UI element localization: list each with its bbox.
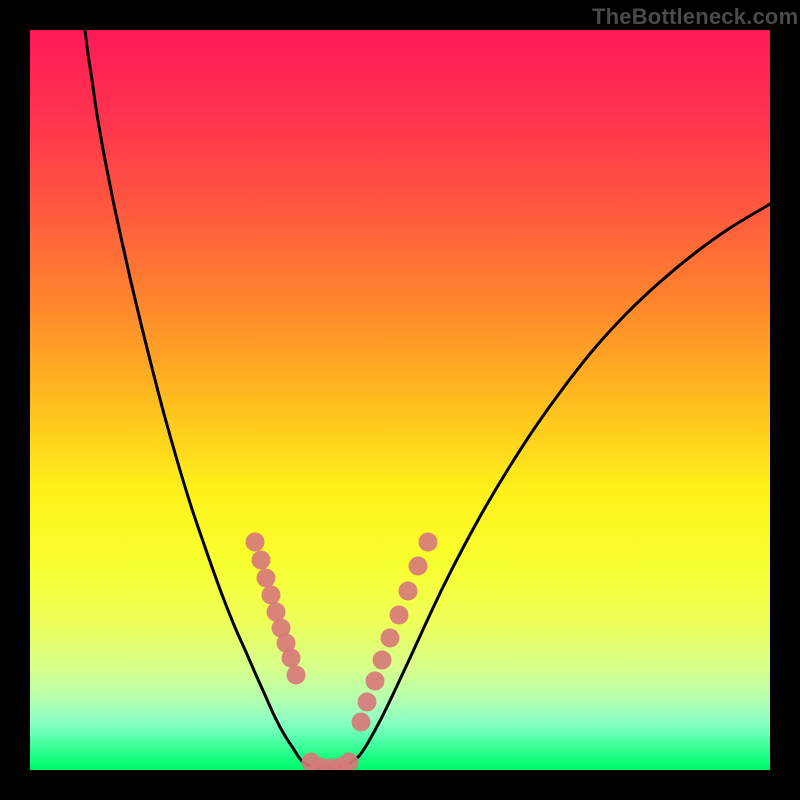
data-point: [340, 753, 359, 771]
data-point: [282, 649, 301, 668]
data-point: [390, 606, 409, 625]
data-point: [358, 693, 377, 712]
chart-stage: TheBottleneck.com: [0, 0, 800, 800]
plot-area: [30, 30, 770, 770]
bottleneck-curve: [30, 30, 770, 770]
data-point: [257, 569, 276, 588]
curve-path: [85, 30, 770, 768]
data-point: [399, 582, 418, 601]
data-point: [262, 586, 281, 605]
data-point: [409, 557, 428, 576]
data-point: [419, 533, 438, 552]
data-point: [381, 629, 400, 648]
data-point: [246, 533, 265, 552]
data-point: [366, 672, 385, 691]
data-point: [287, 666, 306, 685]
watermark-text: TheBottleneck.com: [592, 4, 798, 30]
data-point: [352, 713, 371, 732]
data-point: [252, 551, 271, 570]
data-point: [373, 651, 392, 670]
